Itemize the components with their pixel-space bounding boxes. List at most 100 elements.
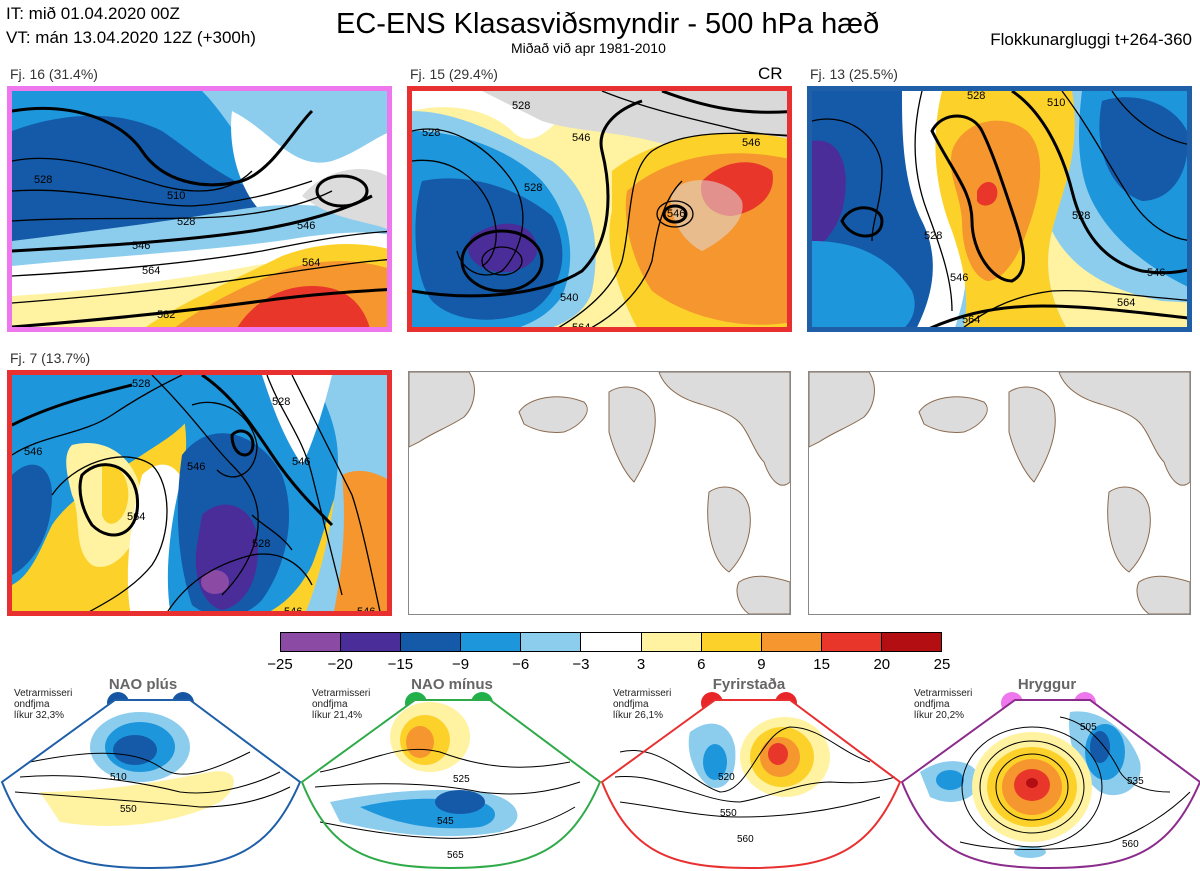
cluster-map-2[interactable]: 528 546 546 528 546 528 540 564 <box>407 86 792 332</box>
colorbar-segment <box>521 633 582 651</box>
contour-label: 528 <box>252 538 270 550</box>
init-time: IT: mið 01.04.2020 00Z <box>6 4 180 23</box>
contour-label: 550 <box>720 808 737 819</box>
colorbar-tick-label: −9 <box>451 656 470 673</box>
contour-label: 564 <box>142 265 160 277</box>
colorbar-tick-label: −6 <box>512 656 530 673</box>
colorbar-segment <box>581 633 642 651</box>
land-area <box>518 396 588 433</box>
contour-label: 565 <box>447 850 464 861</box>
colorbar-segment <box>641 633 702 651</box>
regime-1-map: 510 550 <box>0 699 302 870</box>
contour-label: 546 <box>284 606 302 616</box>
colorbar-segment <box>881 633 942 651</box>
contour-label: 525 <box>453 774 470 785</box>
contour-label: 564 <box>1117 297 1135 309</box>
anomaly-field <box>812 241 915 327</box>
cluster-map-4[interactable]: 528 528 546 546 564 546 528 546 546 <box>7 370 392 616</box>
anomaly-field <box>812 140 846 251</box>
anomaly-field <box>977 181 998 206</box>
contour-label: 546 <box>187 461 205 473</box>
land-area <box>658 372 790 486</box>
contour-label: 546 <box>297 220 315 232</box>
contour-label: 528 <box>524 182 542 194</box>
empty-map-1 <box>408 371 791 615</box>
page-title: EC-ENS Klasasviðsmyndir - 500 hPa hæð <box>336 8 880 40</box>
anomaly-field <box>468 223 538 273</box>
contour-label: 546 <box>132 240 150 252</box>
contour-label: 546 <box>292 456 310 468</box>
contour-label: 528 <box>924 230 942 242</box>
empty-map-2 <box>808 371 1191 615</box>
land-area <box>736 575 790 614</box>
colorbar-tick-label: 6 <box>697 656 706 673</box>
panel-2-tag: CR <box>758 64 783 83</box>
contour-label: 560 <box>1122 839 1139 850</box>
page-subtitle: Miðað við apr 1981-2010 <box>511 40 666 56</box>
contour-label: 582 <box>157 309 175 321</box>
land-area <box>809 372 875 448</box>
panel-4-label: Fj. 7 (13.7%) <box>10 350 91 366</box>
land-area <box>707 486 751 573</box>
land-area <box>1058 372 1190 486</box>
regime-1-title: NAO plús <box>108 676 178 693</box>
regime-4-map: 505 535 560 <box>900 699 1200 870</box>
contour-label: 560 <box>737 834 754 845</box>
contour-label: 528 <box>34 174 52 186</box>
contour-label: 510 <box>167 190 185 202</box>
anomaly-field <box>102 464 129 524</box>
regime-4-note: Vetrarmisseri ondfjma líkur 20,2% <box>914 688 973 721</box>
regime-4-title: Hryggur <box>1017 676 1077 693</box>
regime-3-note: Vetrarmisseri ondfjma líkur 26,1% <box>613 688 672 721</box>
colorbar-tick-label: 25 <box>933 656 951 673</box>
contour-label: 535 <box>1127 776 1144 787</box>
colorbar-segment <box>401 633 462 651</box>
contour-label: 546 <box>667 208 685 220</box>
regime-border <box>0 699 302 870</box>
contour-label: 546 <box>572 132 590 144</box>
anomaly-field <box>201 570 229 594</box>
contour-label: 546 <box>24 446 42 458</box>
colorbar-segment <box>281 633 342 651</box>
cluster-map-3[interactable]: 528 510 528 528 546 546 564 564 <box>807 86 1192 332</box>
contour-label: 528 <box>177 216 195 228</box>
anomaly-field <box>1014 846 1046 858</box>
anomaly-field <box>1090 731 1110 763</box>
contour-label: 510 <box>110 772 127 783</box>
contour-label: 540 <box>560 292 578 304</box>
contour-label: 528 <box>132 378 150 390</box>
contour-label: 528 <box>512 100 530 112</box>
regime-border <box>900 699 1200 870</box>
panel-1-label: Fj. 16 (31.4%) <box>10 66 98 82</box>
anomaly-field <box>1026 778 1038 788</box>
cluster-map-1[interactable]: 528 510 528 546 564 582 546 564 <box>7 86 392 332</box>
regime-2-note: Vetrarmisseri ondfjma líkur 21,4% <box>312 688 371 721</box>
anomaly-field <box>1048 231 1187 327</box>
land-area <box>409 372 475 448</box>
anomaly-field <box>113 735 157 765</box>
contour-label: 520 <box>718 772 735 783</box>
anomaly-field <box>237 286 370 327</box>
anomaly-field <box>12 375 198 585</box>
panel-3-label: Fj. 13 (25.5%) <box>810 66 898 82</box>
contour-label: 510 <box>1047 97 1065 109</box>
anomaly-field <box>435 790 485 814</box>
contour-label: 505 <box>1080 722 1097 733</box>
contour-label: 564 <box>962 314 980 326</box>
regime-3-title: Fyrirstaða <box>712 676 786 693</box>
contour-label: 528 <box>272 396 290 408</box>
valid-time: VT: mán 13.04.2020 12Z (+300h) <box>6 28 256 47</box>
regime-1-note: Vetrarmisseri ondfjma líkur 32,3% <box>14 688 73 721</box>
contour-label: 564 <box>127 511 145 523</box>
regime-2-title: NAO mínus <box>411 676 493 693</box>
anomaly-field <box>334 470 387 611</box>
colorbar-tick-label: 20 <box>873 656 891 673</box>
colorbar-segment <box>701 633 762 651</box>
colorbar <box>280 632 942 652</box>
anomaly-field <box>768 743 788 765</box>
land-area <box>1136 575 1190 614</box>
contour-label: 528 <box>1072 210 1090 222</box>
land-area <box>608 386 656 483</box>
contour-label: 550 <box>120 804 137 815</box>
land-area <box>1107 486 1151 573</box>
